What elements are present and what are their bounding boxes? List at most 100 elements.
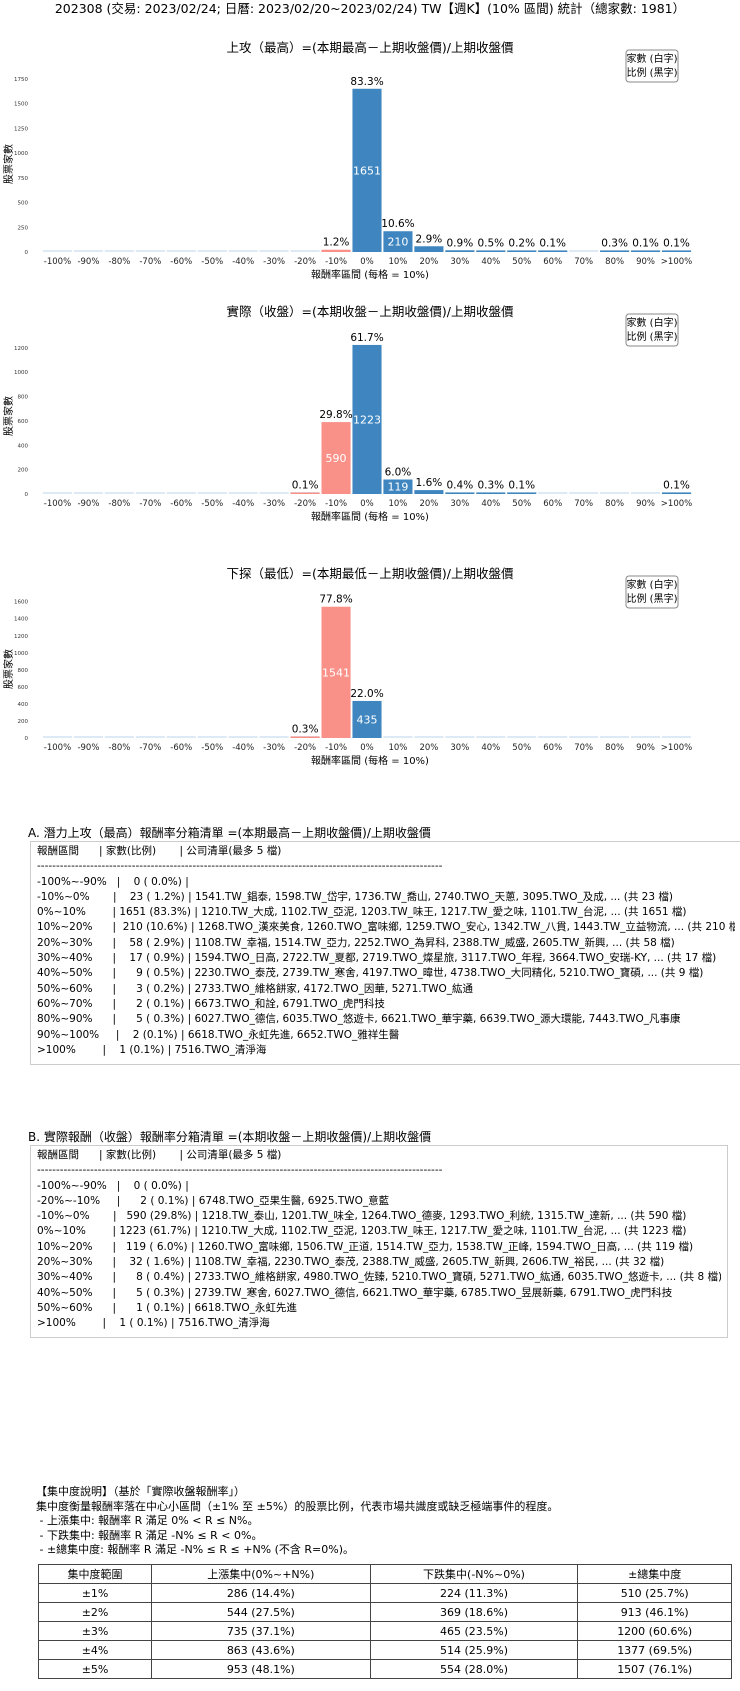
list-line: 40%~50% | 9 ( 0.5%) | 2230.TWO_泰茂, 2739.…	[37, 967, 704, 980]
bar-count-label: 1651	[353, 164, 381, 177]
bar	[352, 88, 382, 252]
x-tick-label: -100%	[44, 257, 71, 267]
bar	[661, 492, 692, 494]
bar	[383, 479, 413, 494]
x-tick-label: -80%	[108, 743, 130, 753]
x-tick-label: >100%	[661, 499, 692, 509]
list-line: 90%~100% | 2 (0.1%) | 6618.TWO_永虹先進, 665…	[37, 1028, 400, 1041]
bar-baseline	[73, 250, 103, 252]
y-tick-label: 800	[18, 395, 29, 401]
x-tick-label: -20%	[294, 257, 316, 267]
legend-ratio-label: 比例 (黑字)	[627, 330, 678, 343]
bar-percent-label: 0.3%	[601, 238, 628, 250]
bar	[352, 344, 382, 494]
x-tick-label: 80%	[605, 499, 624, 509]
x-tick-label: -60%	[170, 257, 192, 267]
bar-baseline	[135, 492, 165, 494]
x-tick-label: 70%	[574, 499, 593, 509]
table-cell: 554 (28.0%)	[369, 1659, 579, 1679]
bar-percent-label: 0.9%	[447, 237, 474, 249]
list-line: 報酬區間 | 家數(比例) | 公司清單(最多 5 檔)	[37, 845, 282, 857]
bar-baseline	[445, 736, 475, 738]
table-cell: 1507 (76.1%)	[577, 1659, 732, 1679]
x-tick-label: -10%	[325, 743, 347, 753]
y-tick-label: 1000	[14, 370, 28, 376]
bar-baseline	[600, 492, 630, 494]
concentration-table: 集中度範圍 上漲集中(0%~+N%) 下跌集中(-N%~0%) ±總集中度 ±1% 28…	[37, 1564, 732, 1679]
table-header-cell: 上漲集中(0%~+N%)	[151, 1564, 371, 1584]
bar-baseline	[259, 736, 289, 738]
legend-ratio-label: 比例 (黑字)	[627, 592, 678, 605]
bar-baseline	[259, 492, 289, 494]
bar-percent-label: 0.1%	[663, 238, 690, 250]
bar	[352, 700, 382, 738]
bar-percent-label: 6.0%	[385, 466, 412, 478]
bar-baseline	[631, 492, 661, 494]
bar-percent-label: 0.1%	[539, 238, 566, 250]
list-line: 80%~90% | 5 ( 0.3%) | 6027.TWO_德信, 6035.…	[37, 1013, 681, 1026]
x-tick-label: >100%	[661, 257, 692, 267]
legend-box	[625, 313, 679, 347]
bar-baseline	[569, 736, 599, 738]
x-tick-label: 90%	[636, 743, 655, 753]
x-tick-label: 0%	[360, 499, 374, 509]
y-tick-label: 600	[18, 419, 29, 425]
table-cell: ±3%	[37, 1621, 153, 1641]
bar-percent-label: 0.1%	[508, 480, 535, 492]
bar-baseline	[42, 492, 73, 494]
bar-baseline	[42, 250, 73, 252]
list-line: -10%~0% | 23 ( 1.2%) | 1541.TW_錩泰, 1598.…	[37, 890, 673, 903]
table-header-cell: 集中度範圍	[37, 1564, 153, 1584]
table-cell: ±4%	[37, 1640, 153, 1660]
x-tick-label: 30%	[450, 257, 469, 267]
y-tick-label: 0	[25, 250, 29, 256]
x-tick-label: 70%	[574, 743, 593, 753]
x-tick-label: -70%	[139, 257, 161, 267]
bar-percent-label: 1.2%	[323, 237, 350, 249]
x-tick-label: -50%	[201, 257, 223, 267]
bar-percent-label: 83.3%	[350, 76, 383, 88]
x-tick-label: -80%	[108, 257, 130, 267]
table-row: ±4% 863 (43.6%) 514 (25.9%) 1377 (69.5%)	[37, 1640, 732, 1660]
concentration-notes: 【集中度說明】（基於「實際收盤報酬率」） 集中度衡量報酬率落在中心小區間（±1% …	[36, 1485, 558, 1558]
x-tick-label: -90%	[77, 743, 99, 753]
bar-percent-label: 10.6%	[381, 218, 414, 230]
x-tick-label: 30%	[450, 743, 469, 753]
y-axis-label: 股票家數	[2, 144, 15, 184]
x-tick-label: -40%	[232, 743, 254, 753]
bar	[507, 492, 537, 494]
table-cell: ±1%	[37, 1583, 153, 1603]
x-tick-label: -40%	[232, 499, 254, 509]
table-cell: 369 (18.6%)	[369, 1602, 579, 1622]
x-tick-label: -70%	[139, 743, 161, 753]
list-b-box: 報酬區間 | 家數(比例) | 公司清單(最多 5 檔) ------------…	[30, 1145, 728, 1338]
note-line: 集中度衡量報酬率落在中心小區間（±1% 至 ±5%）的股票比例，代表市場共識度或…	[36, 1499, 559, 1513]
bar-count-label: 435	[357, 713, 378, 726]
table-cell: 465 (23.5%)	[369, 1621, 579, 1641]
bar-baseline	[135, 250, 165, 252]
bar-baseline	[197, 492, 227, 494]
bar-percent-label: 0.5%	[477, 238, 504, 250]
list-line: 20%~30% | 58 ( 2.9%) | 1108.TW_幸福, 1514.…	[37, 936, 675, 949]
x-axis-label: 報酬率區間 (每格 = 10%)	[311, 510, 429, 523]
x-tick-label: -20%	[294, 499, 316, 509]
bar-percent-label: 1.6%	[416, 477, 443, 489]
bar-baseline	[383, 736, 413, 738]
note-line: - ±總集中度: 報酬率 R 滿足 -N% ≤ R ≤ +N% (不含 R=0%…	[36, 1543, 355, 1556]
x-tick-label: -60%	[170, 743, 192, 753]
table-cell: 953 (48.1%)	[151, 1659, 371, 1679]
list-line: 報酬區間 | 家數(比例) | 公司清單(最多 5 檔)	[37, 1149, 282, 1161]
y-tick-label: 400	[18, 702, 29, 708]
bar-percent-label: 0.2%	[508, 238, 535, 250]
y-tick-label: 1000	[14, 651, 28, 657]
legend-count-label: 家數 (白字)	[627, 316, 678, 329]
x-tick-label: 50%	[512, 499, 531, 509]
x-tick-label: -40%	[232, 257, 254, 267]
bar-baseline	[135, 736, 165, 738]
x-axis-label: 報酬率區間 (每格 = 10%)	[311, 754, 429, 767]
list-line: -10%~0% | 590 (29.8%) | 1218.TW_泰山, 1201…	[37, 1210, 687, 1223]
y-tick-label: 800	[18, 668, 29, 674]
